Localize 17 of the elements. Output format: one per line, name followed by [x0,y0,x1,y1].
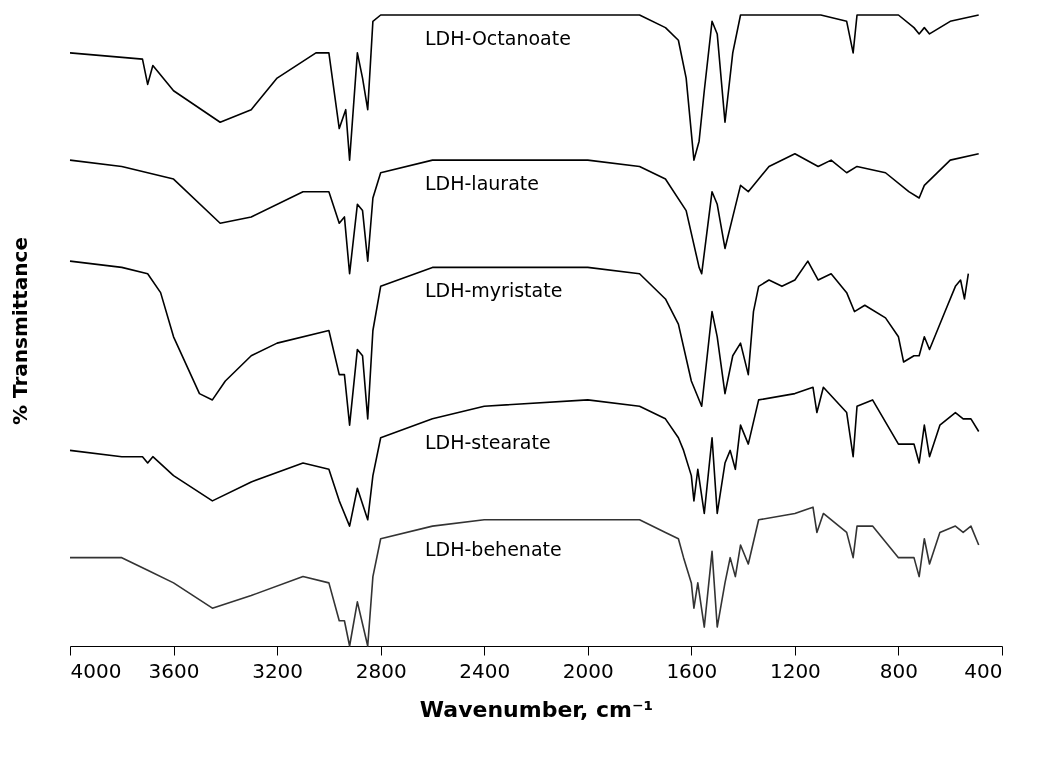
x-tick-label: 800 [879,658,919,683]
y-axis-title: % Transmittance [7,237,32,425]
x-tick-label: 3200 [252,658,304,683]
series-label: LDH-myristate [425,279,563,302]
x-tick-label: 2800 [355,658,407,683]
series-label: LDH-stearate [425,430,551,453]
x-axis-title: Wavenumber, cm⁻¹ [419,696,654,722]
x-tick-label: 3600 [148,658,200,683]
x-tick-label: 2000 [562,658,614,683]
series-label: LDH-Octanoate [425,27,571,49]
x-tick-label: 4000 [70,658,122,683]
x-tick-label: 1600 [666,658,718,683]
x-tick-label: 2400 [459,658,511,683]
x-tick-label: 400 [964,658,1003,683]
x-tick-label: 1200 [769,658,821,683]
series-label: LDH-behenate [425,538,562,561]
series-label: LDH-laurate [425,172,539,195]
